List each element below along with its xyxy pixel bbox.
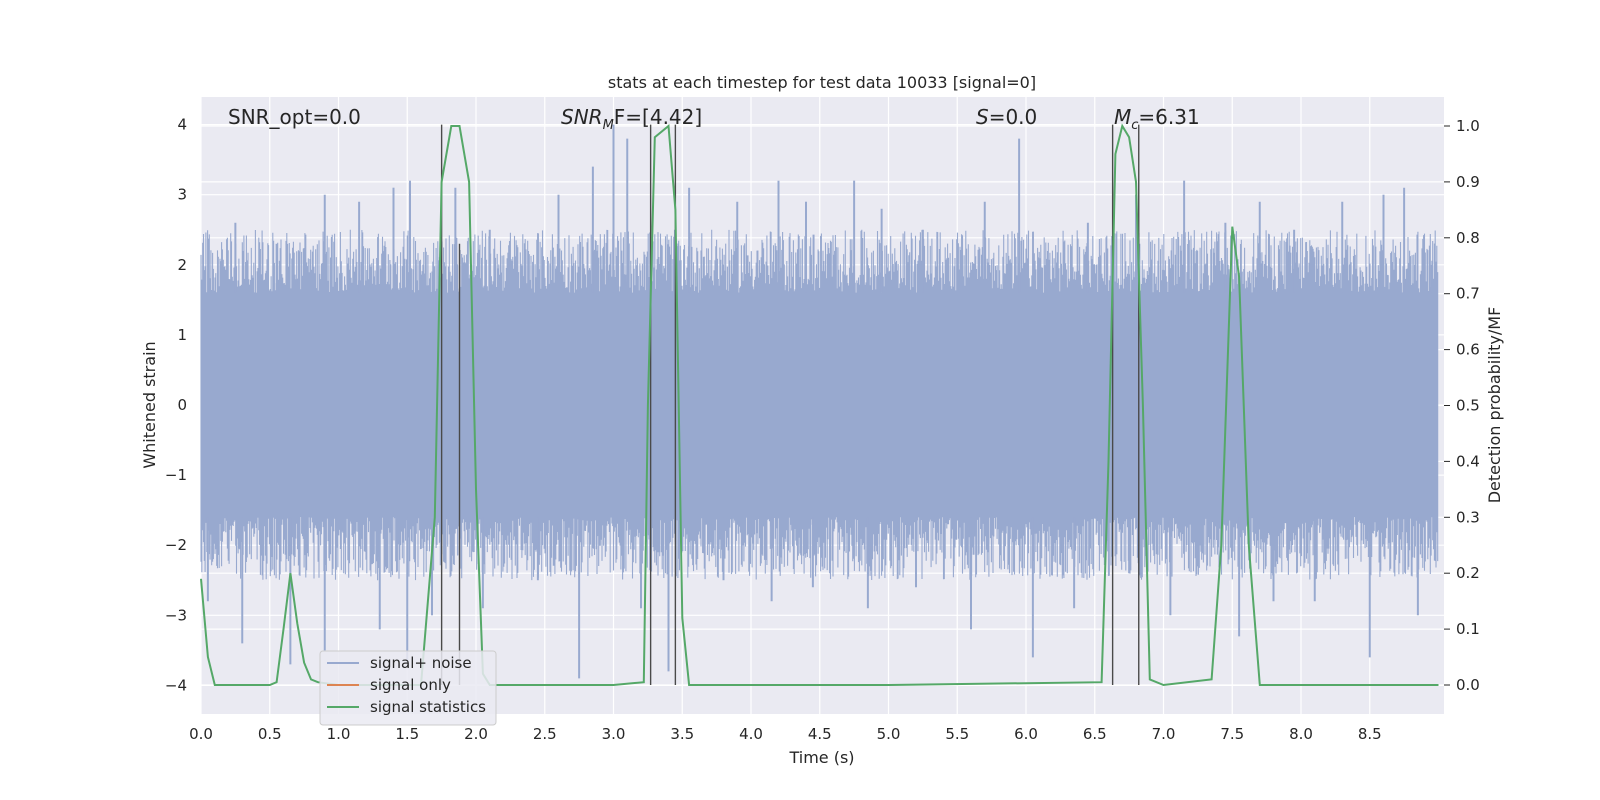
right-tick-label: 0.1 xyxy=(1456,620,1480,638)
x-tick-label: 6.0 xyxy=(1014,725,1038,743)
legend-box xyxy=(319,650,497,726)
right-tick-label: 0.6 xyxy=(1456,341,1480,359)
right-tick-label: 0.0 xyxy=(1456,676,1480,694)
signal-statistics-line xyxy=(200,123,1439,687)
noise-trace xyxy=(200,229,1439,581)
legend-label-signal-noise: signal+ noise xyxy=(370,654,472,672)
right-tick-label: 0.9 xyxy=(1456,173,1480,191)
annotation-snr-mf: SNRMF=[4.42] xyxy=(561,105,702,133)
left-tick-label: 3 xyxy=(177,186,187,204)
right-tick-label: 0.5 xyxy=(1456,397,1480,415)
left-axis-ticks: 4 3 2 1 0 −1 −2 −3 −4 xyxy=(165,116,187,695)
x-tick-label: 3.5 xyxy=(670,725,694,743)
x-tick-label: 6.5 xyxy=(1083,725,1107,743)
x-tick-label: 0.0 xyxy=(189,725,213,743)
x-axis-ticks: 0.0 0.5 1.0 1.5 2.0 2.5 3.0 3.5 4.0 4.5 5.0 5.5 6.0 6… xyxy=(189,725,1382,743)
signal-statistics-series xyxy=(200,123,1439,687)
x-tick-label: 5.5 xyxy=(945,725,969,743)
x-tick-label: 1.5 xyxy=(395,725,419,743)
x-tick-label: 2.0 xyxy=(464,725,488,743)
left-tick-label: −1 xyxy=(165,466,187,484)
left-axis-label: Whitened strain xyxy=(140,341,159,468)
legend-label-signal-statistics: signal statistics xyxy=(370,698,486,716)
left-tick-label: −2 xyxy=(165,536,187,554)
x-tick-label: 3.0 xyxy=(602,725,626,743)
x-tick-label: 8.5 xyxy=(1358,725,1382,743)
annotation-snr-opt: SNR_opt=0.0 xyxy=(228,105,361,129)
x-tick-label: 0.5 xyxy=(258,725,282,743)
right-tick-label: 0.2 xyxy=(1456,564,1480,582)
x-tick-label: 5.0 xyxy=(877,725,901,743)
left-tick-label: 2 xyxy=(177,256,187,274)
x-tick-label: 1.0 xyxy=(327,725,351,743)
x-tick-label: 7.0 xyxy=(1152,725,1176,743)
x-tick-label: 2.5 xyxy=(533,725,557,743)
x-tick-label: 4.0 xyxy=(739,725,763,743)
right-axis-ticks: 1.0 0.9 0.8 0.7 0.6 0.5 0.4 0.3 0.2 0.1 0.0 xyxy=(1444,117,1480,694)
left-tick-label: 4 xyxy=(177,116,187,134)
right-tick-label: 0.4 xyxy=(1456,452,1480,470)
right-tick-label: 0.8 xyxy=(1456,229,1480,247)
right-axis-label: Detection probability/MF xyxy=(1485,307,1504,504)
right-tick-label: 0.3 xyxy=(1456,508,1480,526)
left-tick-label: −3 xyxy=(165,606,187,624)
left-tick-label: −4 xyxy=(165,676,187,694)
x-tick-label: 7.5 xyxy=(1220,725,1244,743)
legend-label-signal-only: signal only xyxy=(370,676,451,694)
x-tick-label: 8.0 xyxy=(1289,725,1313,743)
right-tick-label: 0.7 xyxy=(1456,285,1480,303)
left-tick-label: 0 xyxy=(177,396,187,414)
right-tick-label: 1.0 xyxy=(1456,117,1480,135)
noise-series xyxy=(200,124,1439,679)
chart-title: stats at each timestep for test data 100… xyxy=(608,73,1036,92)
left-tick-label: 1 xyxy=(177,326,187,344)
x-tick-label: 4.5 xyxy=(808,725,832,743)
annotation-mc: Mc=6.31 xyxy=(1114,105,1200,133)
legend: signal+ noise signal only signal statist… xyxy=(319,650,497,726)
annotation-s: S=0.0 xyxy=(976,105,1037,129)
x-axis-label: Time (s) xyxy=(788,748,854,767)
